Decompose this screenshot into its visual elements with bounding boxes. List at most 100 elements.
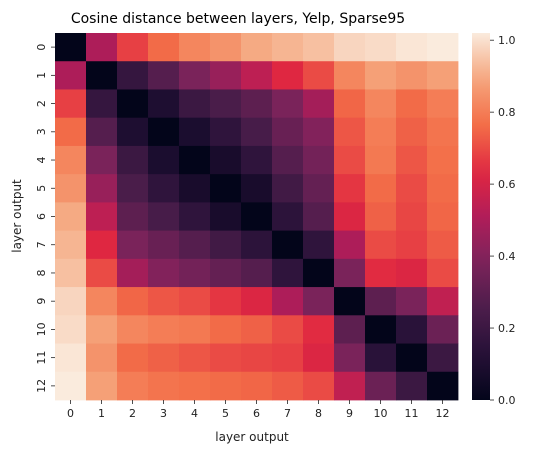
y-tick-label: 3 [35, 128, 48, 135]
heatmap-cell [210, 145, 242, 175]
heatmap-cell [303, 89, 335, 119]
heatmap-cell [334, 174, 366, 203]
heatmap-cell [272, 230, 304, 260]
heatmap-cell [179, 145, 211, 175]
heatmap-cell [86, 174, 118, 203]
heatmap-cell [396, 33, 428, 62]
heatmap-cell [334, 89, 366, 119]
heatmap-cell [365, 61, 397, 90]
heatmap-cell [117, 33, 149, 62]
heatmap-cell [179, 343, 211, 373]
y-tick-label: 8 [35, 269, 48, 276]
x-tick-label: 11 [405, 407, 419, 420]
heatmap-cell [148, 61, 180, 90]
heatmap-cell [272, 315, 304, 344]
heatmap-cell [148, 230, 180, 260]
heatmap-cell [210, 315, 242, 344]
heatmap-cell [334, 371, 366, 401]
heatmap-cell [365, 230, 397, 260]
heatmap-cell [365, 174, 397, 203]
heatmap-cell [86, 287, 118, 316]
heatmap-cell [365, 89, 397, 119]
heatmap-cell [272, 89, 304, 119]
y-tick-label: 9 [35, 298, 48, 305]
heatmap-cell [334, 33, 366, 62]
colorbar-ticks: 0.0 0.2 0.4 0.6 0.8 1.0 [490, 34, 516, 407]
heatmap-cell [86, 89, 118, 119]
heatmap-cell [241, 174, 273, 203]
heatmap-cell [396, 174, 428, 203]
heatmap-cell [241, 61, 273, 90]
heatmap-cell [241, 343, 273, 373]
heatmap-cell [55, 287, 87, 316]
heatmap-cell [365, 117, 397, 147]
heatmap-cell [365, 145, 397, 175]
heatmap-cell [210, 61, 242, 90]
x-tick-label: 3 [160, 407, 167, 420]
heatmap-cell [210, 89, 242, 119]
heatmap-cell [303, 287, 335, 316]
heatmap-cell [210, 371, 242, 401]
heatmap-cell [272, 33, 304, 62]
heatmap-cell [179, 258, 211, 288]
heatmap-cell [179, 174, 211, 203]
heatmap-cell [179, 33, 211, 62]
heatmap-cell [55, 371, 87, 401]
heatmap-cell [272, 287, 304, 316]
heatmap-cell [210, 202, 242, 232]
heatmap-cell [427, 117, 459, 147]
heatmap-cell [427, 33, 459, 62]
heatmap-cell [427, 258, 459, 288]
heatmap-cell [86, 258, 118, 288]
x-tick-label: 1 [98, 407, 105, 420]
y-tick-label: 5 [35, 185, 48, 192]
heatmap-cell [55, 315, 87, 344]
y-tick-label: 7 [35, 241, 48, 248]
heatmap-cell [117, 89, 149, 119]
heatmap-cell [396, 258, 428, 288]
heatmap-cell [303, 202, 335, 232]
heatmap-cell [365, 343, 397, 373]
heatmap-cell [55, 174, 87, 203]
x-tick-label: 0 [67, 407, 74, 420]
heatmap-cell [179, 371, 211, 401]
heatmap-cell [396, 230, 428, 260]
heatmap-cell [365, 315, 397, 344]
heatmap-cell [55, 230, 87, 260]
heatmap-cell [396, 89, 428, 119]
heatmap-cell [427, 230, 459, 260]
heatmap-cell [210, 117, 242, 147]
colorbar-tick-label: 1.0 [498, 34, 516, 47]
heatmap-cell [210, 258, 242, 288]
heatmap-cell [179, 61, 211, 90]
heatmap-cell [396, 315, 428, 344]
heatmap-cell [334, 117, 366, 147]
heatmap-cell [241, 258, 273, 288]
heatmap-cell [365, 371, 397, 401]
heatmap-cell [241, 287, 273, 316]
heatmap-cell [55, 343, 87, 373]
heatmap-cell [303, 61, 335, 90]
heatmap-cell [427, 61, 459, 90]
heatmap-cell [396, 287, 428, 316]
y-tick-label: 6 [35, 213, 48, 220]
heatmap-cell [148, 89, 180, 119]
heatmap-cell [303, 174, 335, 203]
heatmap-cell [427, 89, 459, 119]
heatmap-cell [86, 371, 118, 401]
x-tick-label: 6 [253, 407, 260, 420]
heatmap-cell [117, 287, 149, 316]
x-axis-ticks: 0 1 2 3 4 5 6 7 8 9 10 11 12 [67, 399, 450, 420]
y-tick-label: 11 [35, 351, 48, 365]
heatmap-cell [55, 89, 87, 119]
heatmap-cell [86, 202, 118, 232]
heatmap-cell [365, 202, 397, 232]
heatmap-cell [241, 117, 273, 147]
heatmap-cell [303, 371, 335, 401]
heatmap-cell [179, 202, 211, 232]
heatmap-cell [272, 145, 304, 175]
heatmap-cell [427, 315, 459, 344]
heatmap-cell [148, 287, 180, 316]
